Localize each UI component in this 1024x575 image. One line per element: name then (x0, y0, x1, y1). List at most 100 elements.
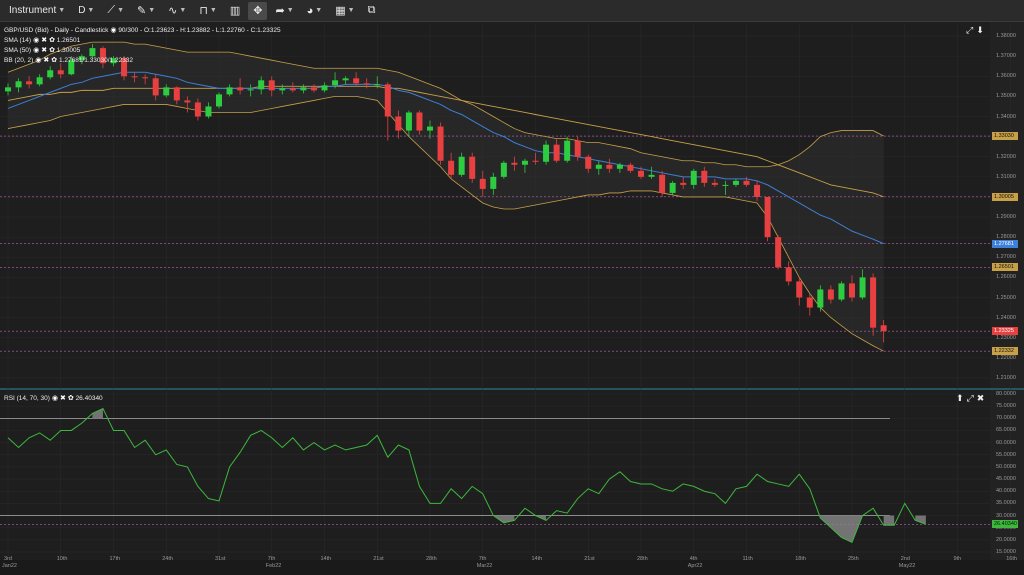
price-tick-label: 1.37000 (996, 53, 1016, 60)
close-icon[interactable]: ✖ (43, 57, 50, 64)
time-tick-label: 18th (795, 556, 806, 562)
close-icon[interactable]: ✖ (60, 395, 66, 402)
flag-icon: ▦ (335, 5, 346, 17)
time-tick-label: 24th (162, 556, 173, 562)
timeframe-menu[interactable]: D ▼ (73, 2, 99, 20)
rsi-tick-label: 30.0000 (996, 512, 1016, 519)
expand-icon[interactable]: ⤢ (966, 25, 974, 35)
sma50-value: 1.30005 (56, 46, 81, 54)
export-tool[interactable]: ⧉ (363, 2, 381, 20)
candle-up (405, 112, 412, 131)
candle-down (743, 180, 750, 185)
time-tick-label: 2nd (900, 556, 910, 562)
gear-icon[interactable]: ✿ (49, 47, 55, 54)
candle-up (258, 80, 265, 90)
sma14-value: 1.26501 (56, 36, 81, 44)
arrow-up-icon[interactable]: ⬆ (956, 393, 964, 403)
chevron-down-icon: ▼ (179, 7, 187, 14)
candle-down (384, 84, 391, 117)
eye-icon[interactable]: ◉ (110, 27, 117, 34)
close-icon[interactable]: ✖ (41, 47, 48, 54)
candle-down (701, 170, 708, 183)
indicators-tool[interactable]: ∿ ▼ (163, 2, 191, 20)
chevron-down-icon: ▼ (347, 7, 355, 14)
candle-down (827, 289, 834, 300)
rsi-oversold-fill (493, 515, 515, 523)
candle-down (57, 70, 64, 75)
candle-up (5, 87, 11, 92)
candle-up (722, 184, 729, 186)
candle-down (585, 156, 592, 169)
price-tick-label: 1.23000 (996, 334, 1016, 341)
price-tick-label: 1.25000 (996, 294, 1016, 301)
candle-up (15, 81, 22, 88)
eye-icon[interactable]: ◉ (33, 37, 40, 44)
time-tick-label: 11th (742, 556, 753, 562)
pencil-icon: ✎ (137, 5, 147, 17)
price-tick-label: 1.32000 (996, 153, 1016, 160)
share-icon: ➦ (275, 5, 285, 17)
rsi-overbought-fill (92, 408, 103, 419)
candle-up (342, 78, 349, 81)
eye-icon[interactable]: ◉ (35, 57, 42, 64)
candle-down (289, 88, 296, 91)
arrow-down-icon[interactable]: ⬇ (976, 25, 984, 35)
rsi-tick-label: 70.0000 (996, 415, 1016, 422)
close-icon[interactable]: ✖ (41, 37, 48, 44)
rsi-oversold-fill (915, 515, 926, 525)
price-tick-label: 1.26000 (996, 274, 1016, 281)
share-tool[interactable]: ➦ ▼ (270, 2, 298, 20)
candle-up (163, 87, 170, 96)
chart-area[interactable] (0, 22, 1024, 575)
candle-up (521, 160, 528, 165)
candle-up (332, 80, 339, 86)
timeframe-label: D (78, 5, 86, 16)
candle-down (659, 174, 666, 193)
rsi-value: 26.40340 (75, 394, 103, 402)
legend-bb: BB (20, 2) ◉ ✖ ✿ 1.27681/1.33030/1.22332 (4, 56, 133, 65)
candle-down (754, 184, 761, 197)
price-tick-label: 1.35000 (996, 93, 1016, 100)
expand-icon[interactable]: ⤢ (966, 393, 974, 403)
candle-up (247, 89, 254, 91)
time-tick-label: 14th (320, 556, 332, 562)
gear-icon[interactable]: ✿ (67, 395, 74, 402)
draw-line-tool[interactable]: ⟋ ▼ (102, 2, 129, 20)
layout-tool[interactable]: ▥ (225, 2, 245, 20)
gear-icon[interactable]: ✿ (49, 37, 55, 44)
chevron-down-icon: ▼ (58, 7, 66, 14)
instrument-menu[interactable]: Instrument ▼ (4, 2, 70, 20)
time-tick-label: 28th (637, 556, 648, 562)
crosshair-tool[interactable]: ✥ (248, 1, 268, 20)
rsi-tick-label: 20.0000 (996, 536, 1016, 543)
candle-up (543, 144, 550, 162)
time-tick-label: 7th (267, 556, 276, 562)
eye-icon[interactable]: ◉ (51, 395, 58, 402)
time-tick-label: 16th (1006, 556, 1017, 562)
price-tag: 1.30005 (992, 192, 1018, 201)
theme-tool[interactable]: ◕ ▼ (302, 2, 328, 20)
candle-down (363, 83, 370, 85)
candle-up (226, 87, 233, 95)
flag-tool[interactable]: ▦ ▼ (330, 2, 359, 20)
price-tick-label: 1.29000 (996, 214, 1016, 221)
candle-down (574, 140, 581, 157)
time-tick-label: 25th (848, 556, 859, 562)
sma14-label: SMA (14) (4, 36, 32, 44)
candle-up (616, 164, 623, 169)
candle-down (152, 78, 159, 96)
price-tick-label: 1.21000 (996, 374, 1016, 381)
close-icon[interactable]: ✖ (976, 393, 985, 403)
candle-down (764, 196, 771, 238)
candle-up (321, 85, 328, 91)
chart-type-tool[interactable]: ⊓ ▼ (194, 2, 222, 20)
rsi-line (7, 407, 927, 543)
time-tick-label: 21st (373, 556, 384, 562)
gear-icon[interactable]: ✿ (51, 57, 58, 64)
pencil-tool[interactable]: ✎ ▼ (132, 2, 160, 20)
eye-icon[interactable]: ◉ (33, 47, 40, 54)
candle-up (669, 182, 676, 193)
candle-down (237, 87, 244, 91)
rsi-tick-label: 50.0000 (996, 463, 1016, 470)
time-month-label: Mar22 (476, 563, 493, 569)
